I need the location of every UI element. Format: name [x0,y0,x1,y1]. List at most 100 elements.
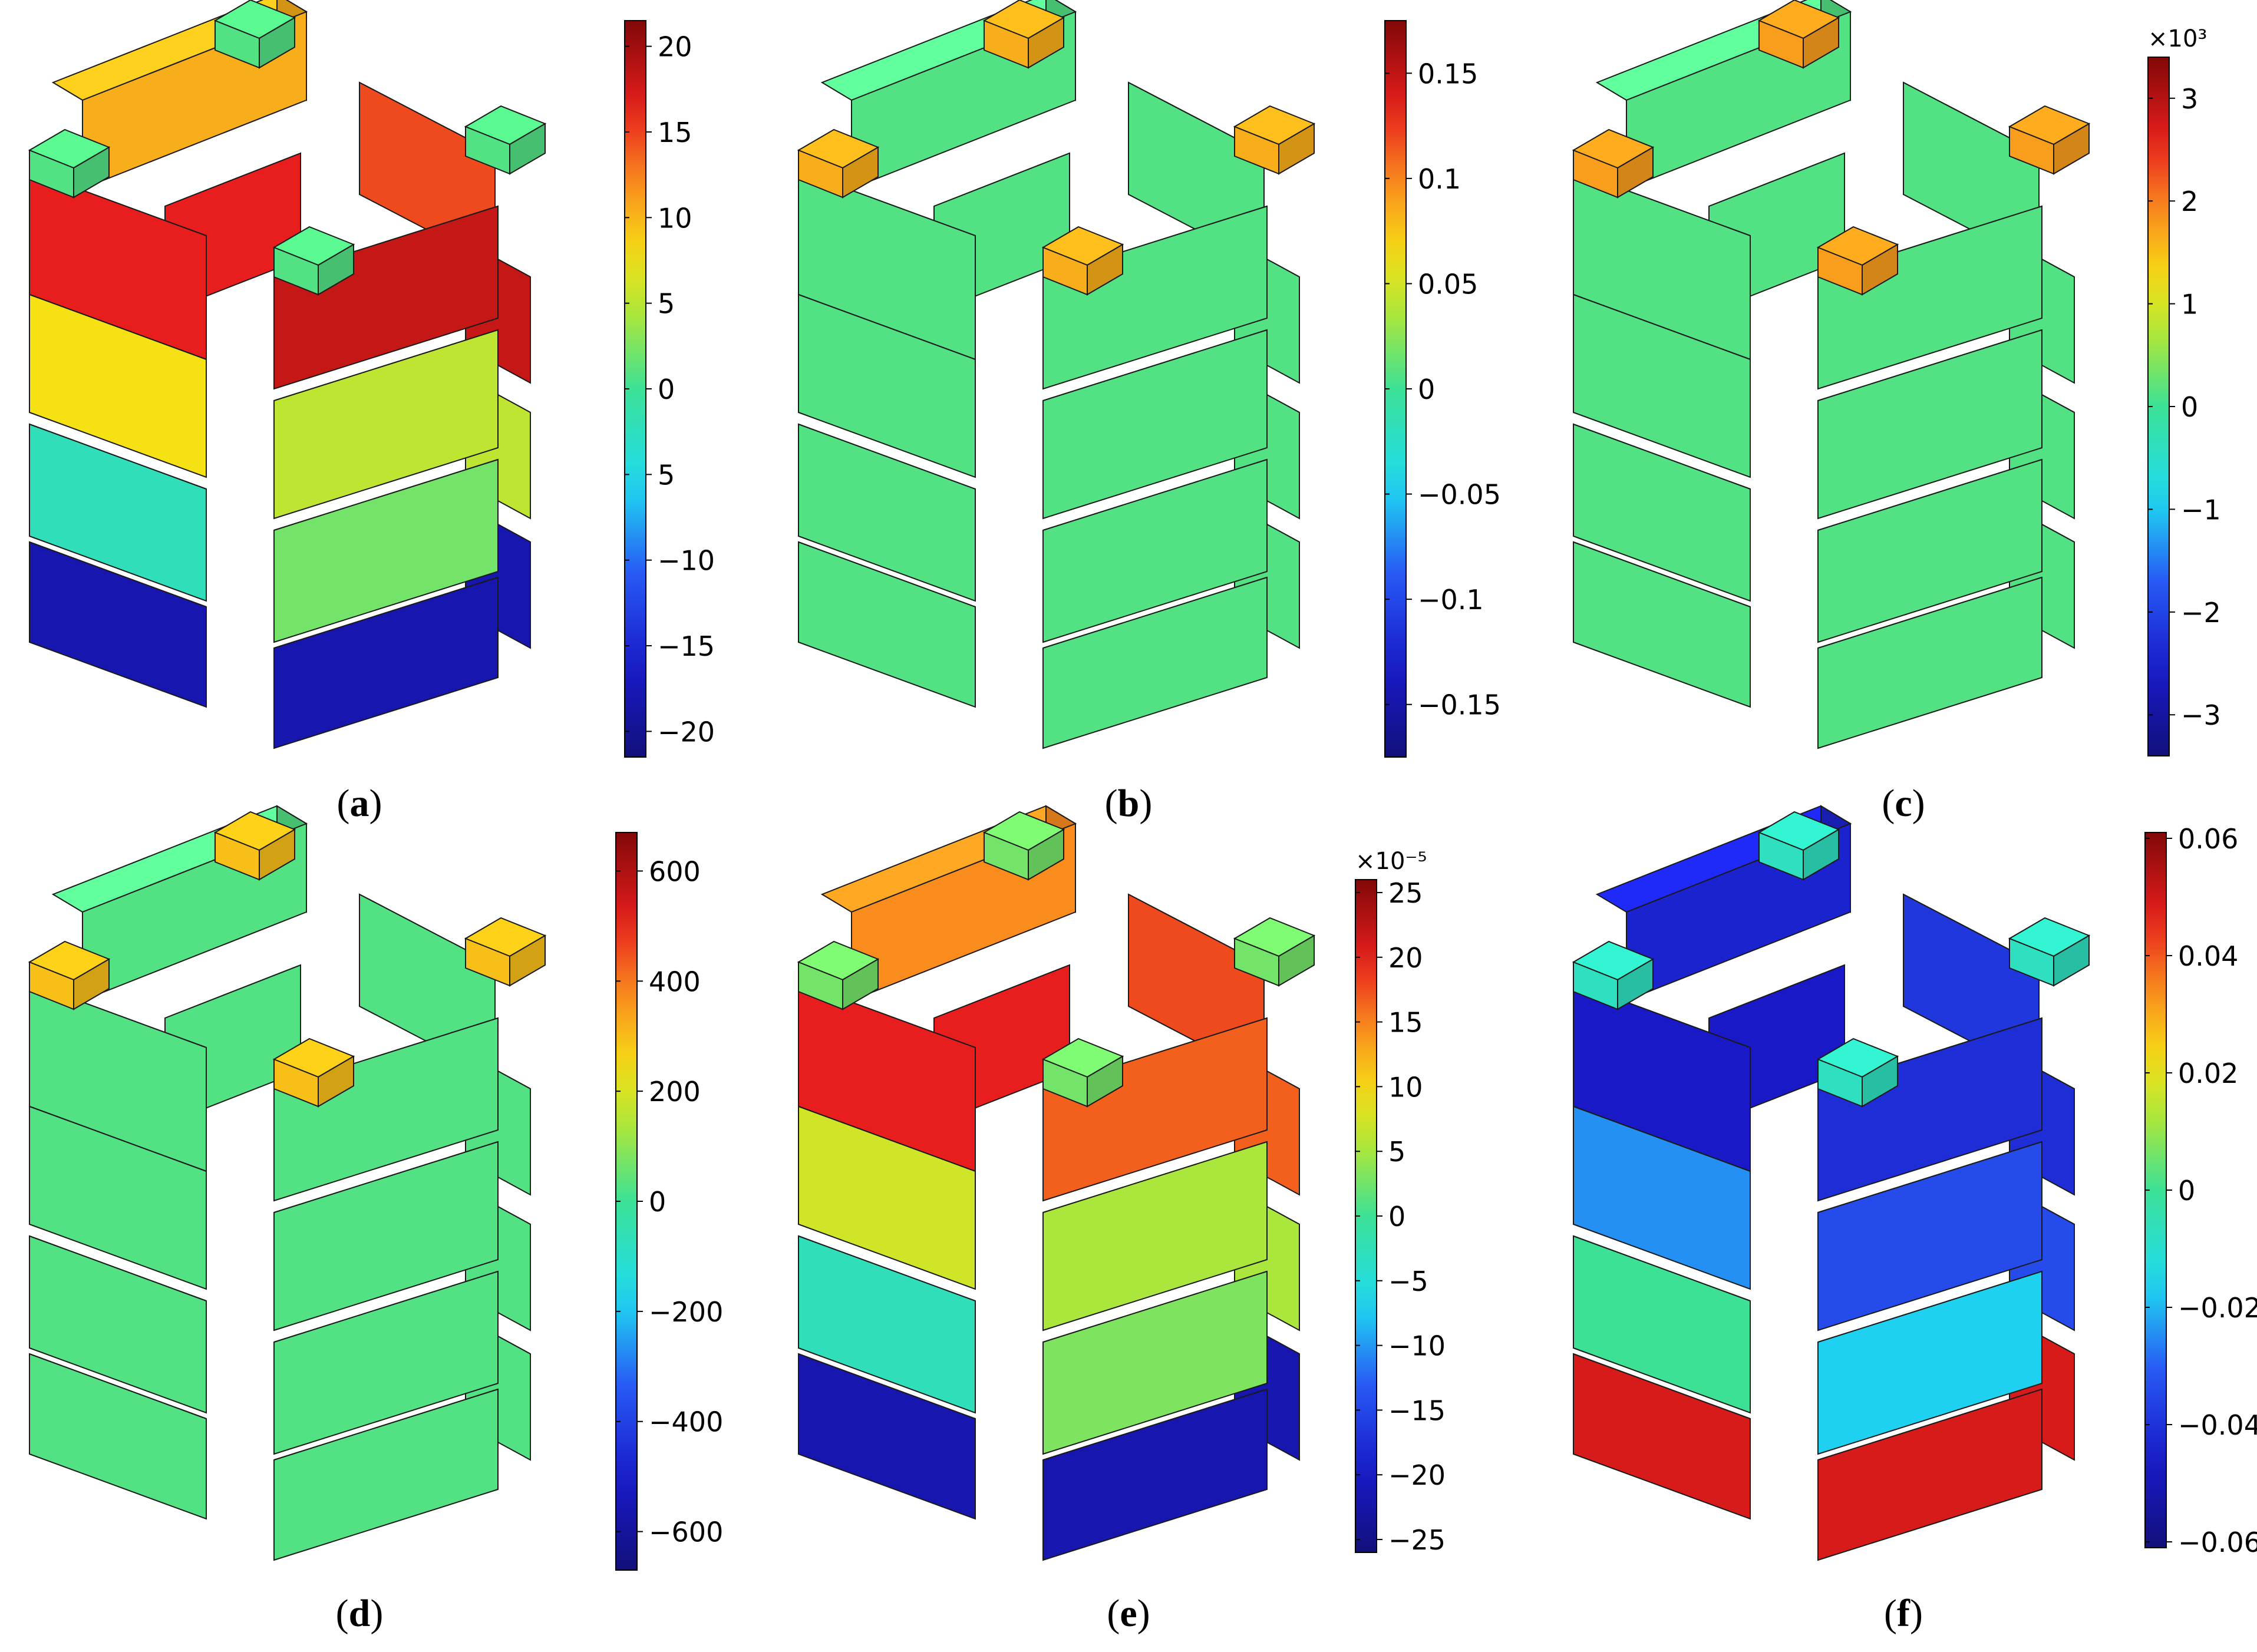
colorbar-tick-label: 0.02 [2178,1058,2238,1089]
cap-block [1233,105,1316,175]
front-left-middle-block [29,1235,207,1414]
front-right-base-block [1042,576,1268,749]
front-left-base-block [29,1353,207,1520]
colorbar-tick-label: −600 [649,1516,723,1548]
cap-block [1816,226,1899,296]
colorbar-tick-label: 15 [658,117,692,148]
panel-f: 0.06 0.04 0.02 0 −0.02 −0.04 −0.06 [1572,805,2257,1561]
colorbar-tick-label: −0.15 [1418,689,1501,721]
caption-a: (a) [337,782,382,825]
colorbar-exponent: ×10⁻⁵ [1355,848,1427,875]
colorbar-tick-label: −0.02 [2178,1292,2257,1324]
colorbar-exponent: ×10³ [2148,25,2207,52]
colorbar-tick-label: −3 [2181,699,2221,731]
cap-block [2008,105,2091,175]
structure-3d [1572,805,2091,1561]
cap-block [464,917,547,987]
colorbar-tick-label: 0.04 [2178,940,2238,972]
cap-block [1816,1038,1899,1108]
front-left-base-block [29,541,207,708]
colorbar-tick-label: 0.06 [2178,823,2238,855]
front-right-upper-block [1042,1141,1268,1331]
front-left-base-block [1573,1353,1751,1520]
colorbar-tick-label: −1 [2181,494,2221,526]
cap-block [28,940,111,1010]
cap-block [1757,0,1840,69]
panel-e: 25 20 15 10 5 0 −5 −10 −15 −20 −25 ×10⁻⁵ [797,805,1446,1561]
front-right-top-block [273,205,499,390]
front-right-base-block [1817,1388,2042,1561]
colorbar-tick-label: −25 [1388,1524,1446,1556]
caption-f: (f) [1884,1592,1923,1635]
colorbar: 0.15 0.1 0.05 0 −0.05 −0.1 −0.15 [1384,20,1501,758]
caption-e: (e) [1107,1592,1150,1635]
colorbar-tick-label: 10 [1388,1071,1423,1103]
panel-a: 20 15 10 5 0 5 −10 −15 −20 [28,0,715,758]
colorbar-gradient [2144,832,2167,1548]
colorbar-tick-label: 200 [649,1076,701,1108]
cap-block [28,128,111,199]
front-left-upper-block [1573,1105,1751,1290]
front-left-middle-block [798,1235,976,1414]
front-right-base-block [273,576,499,749]
cap-block [272,1038,355,1108]
colorbar-tick-label: 400 [649,966,701,997]
structure-3d [28,0,547,749]
front-left-top-block [29,982,207,1172]
colorbar-tick-label: −20 [1388,1459,1446,1491]
colorbar-tick-label: −15 [1388,1395,1446,1426]
front-right-middle-block [1042,1270,1268,1455]
colorbar-tick-label: 1 [2181,289,2198,321]
front-right-base-block [1817,576,2042,749]
colorbar: 20 15 10 5 0 5 −10 −15 −20 [624,20,715,758]
colorbar-tick-label: 5 [658,459,675,491]
front-left-top-block [798,982,976,1172]
colorbar-tick-label: −400 [649,1406,723,1438]
colorbar-tick-label: 2 [2181,186,2198,217]
caption-c: (c) [1882,782,1925,825]
cap-block [1572,940,1655,1010]
panel-c: 3 2 1 0 −1 −2 −3 ×10³ [1572,0,2221,756]
front-left-upper-block [798,1105,976,1290]
colorbar-tick-label: 0.05 [1418,268,1478,300]
cap-block [2008,917,2091,987]
structure-3d [1572,0,2091,749]
colorbar-tick-label: −200 [649,1296,723,1328]
front-left-middle-block [1573,423,1751,602]
front-right-upper-block [1817,1141,2042,1331]
front-right-upper-block [1817,329,2042,520]
colorbar-tick-label: −0.1 [1418,584,1484,616]
front-right-middle-block [273,1270,499,1455]
colorbar: 25 20 15 10 5 0 −5 −10 −15 −20 −25 ×10⁻⁵ [1355,848,1446,1556]
cap-block [213,811,296,881]
front-left-middle-block [29,423,207,602]
caption-b: (b) [1105,782,1153,825]
colorbar-tick-label: 25 [1388,877,1423,909]
cap-block [1572,128,1655,199]
front-right-upper-block [273,329,499,520]
cap-block [213,0,296,69]
colorbar-tick-label: −0.06 [2178,1527,2257,1558]
front-right-middle-block [1042,458,1268,643]
colorbar-tick-label: 0 [1418,374,1435,405]
cap-block [1041,1038,1124,1108]
colorbar: 600 400 200 0 −200 −400 −600 [615,832,723,1571]
cap-block [982,811,1065,881]
front-left-middle-block [798,423,976,602]
colorbar-tick-label: −5 [1388,1266,1428,1297]
front-left-upper-block [29,293,207,478]
front-right-middle-block [273,458,499,643]
front-right-base-block [273,1388,499,1561]
front-left-upper-block [1573,293,1751,478]
cap-block [982,0,1065,69]
colorbar-tick-label: 0.1 [1418,163,1461,195]
colorbar-tick-label: −0.04 [2178,1409,2257,1441]
cap-block [464,105,547,175]
front-right-upper-block [1042,329,1268,520]
cap-block [1233,917,1316,987]
structure-3d [797,0,1316,749]
front-right-upper-block [273,1141,499,1331]
colorbar-tick-label: 5 [658,288,675,320]
structure-3d [797,805,1316,1561]
